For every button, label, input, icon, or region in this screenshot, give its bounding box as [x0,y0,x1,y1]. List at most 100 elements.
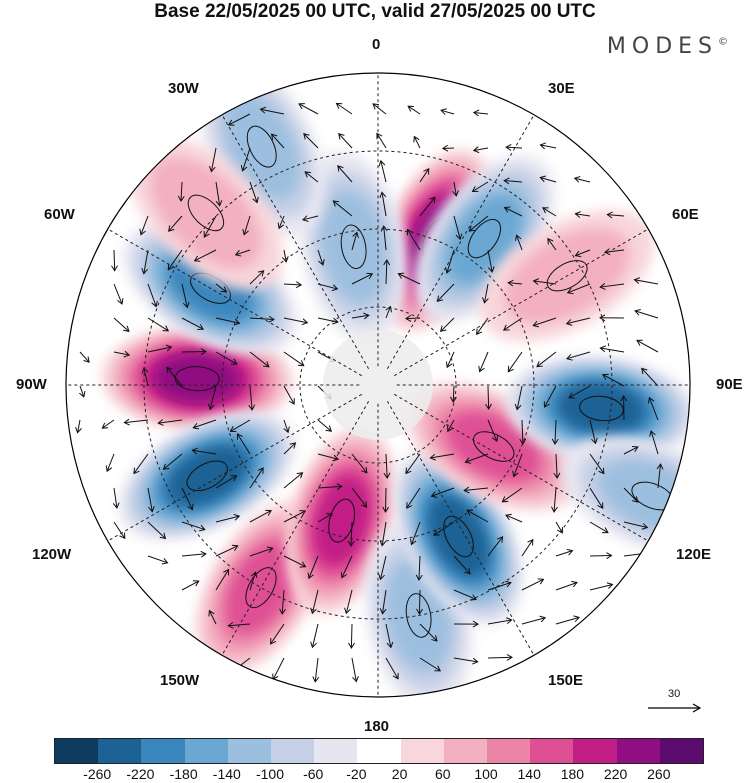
label-lon-150w: 150W [160,672,200,689]
colorbar-tick-label: 260 [647,766,671,782]
wind-arrow [599,314,625,322]
wind-arrow [208,147,217,173]
anomaly-core-contour [187,194,225,232]
wind-arrow [385,305,392,319]
wind-arrow [440,108,455,115]
wind-arrow [283,555,307,568]
wind-arrow [574,211,591,218]
wind-arrow [453,657,479,665]
wind-arrow [249,181,259,204]
wind-arrow [503,206,523,217]
anomaly-contour [154,353,241,404]
wind-arrow [647,396,659,421]
wind-arrow [112,487,120,509]
wind-arrow [380,225,388,251]
wind-arrow [439,317,455,332]
wind-arrow [397,272,421,285]
wind-arrow [379,589,387,615]
wind-arrow [565,317,591,326]
label-lon-180: 180 [364,718,390,735]
wind-arrow [317,513,333,523]
wind-arrow [487,654,513,661]
wind-arrow [307,555,319,580]
latitude-circle [221,228,535,542]
wind-arrow [406,487,421,509]
wind-arrow [383,453,391,479]
wind-arrow [215,351,238,365]
wind-arrow [532,317,557,328]
wind-arrow [634,309,659,319]
anomaly-core-contour [578,395,624,422]
wind-arrow [302,215,319,222]
wind-arrow [555,548,574,557]
wind-arrow [452,181,459,197]
wind-arrow [304,171,319,183]
wind-arrow [236,433,251,455]
wind-arrow [445,249,455,274]
wind-arrow [623,446,639,455]
wind-arrow [79,351,90,363]
anomaly-core-contour [186,460,228,492]
label-lon-150e: 150E [548,672,584,689]
colorbar-tick-label: 140 [517,766,541,782]
wind-arrow [487,419,499,443]
wind-arrow [283,317,309,326]
wind-arrow [113,350,131,358]
anomaly-core-contour [340,224,367,269]
wind-arrow [514,234,523,251]
wind-arrow [249,315,275,323]
wind-arrow [589,487,604,510]
wind-arrow [270,623,285,645]
colorbar-tick-label: -260 [83,766,112,782]
colorbar-tick-label: -60 [303,766,324,782]
wind-arrow [441,144,455,152]
wind-arrow [203,215,217,238]
wind-arrow [539,175,557,183]
wind-arrow [430,487,455,498]
colorbar-swatch [357,739,401,763]
wind-arrow [514,385,523,411]
wind-arrow [471,181,489,192]
wind-arrow [113,521,126,540]
wind-arrow [344,589,353,615]
wind-arrow [419,196,436,217]
graticule [66,73,690,697]
colorbar-tick-label: -180 [169,766,198,782]
wind-arrow [113,317,130,333]
colorbar-swatch [314,739,358,763]
wind-arrow [348,623,355,649]
wind-arrow [279,589,286,615]
wind-arrow [249,351,270,368]
wind-arrow [507,279,523,287]
wind-arrow [649,430,659,455]
wind-arrow [419,168,430,183]
reference-vector-label: 30 [668,688,681,700]
wind-arrow [543,385,557,408]
wind-arrow [317,419,333,432]
wind-arrow [521,615,547,625]
wind-arrow [487,249,495,273]
map-boundary [65,72,691,698]
wind-arrow [485,385,492,411]
wind-arrow [379,191,387,217]
wind-arrow [507,351,523,373]
wind-arrow [75,419,82,434]
anomaly-core-contour [546,260,588,292]
wind-arrow [413,135,421,149]
colorbar-tick-label: 20 [391,766,408,782]
wind-arrow [599,283,625,290]
wind-arrow [338,133,353,149]
anomaly-contour [428,496,489,577]
wind-arrow [636,339,659,353]
label-lon-90w: 90W [16,376,47,393]
wind-arrow [317,249,325,266]
anomaly-core-contour [246,125,277,168]
wind-arrow [566,351,591,361]
wind-arrow [105,453,115,473]
wind-arrow [215,568,230,591]
wind-arrow [351,312,370,320]
wind-arrow [383,259,391,285]
wind-arrow [378,159,387,183]
wind-arrow [482,283,489,304]
wind-arrow [573,176,591,183]
